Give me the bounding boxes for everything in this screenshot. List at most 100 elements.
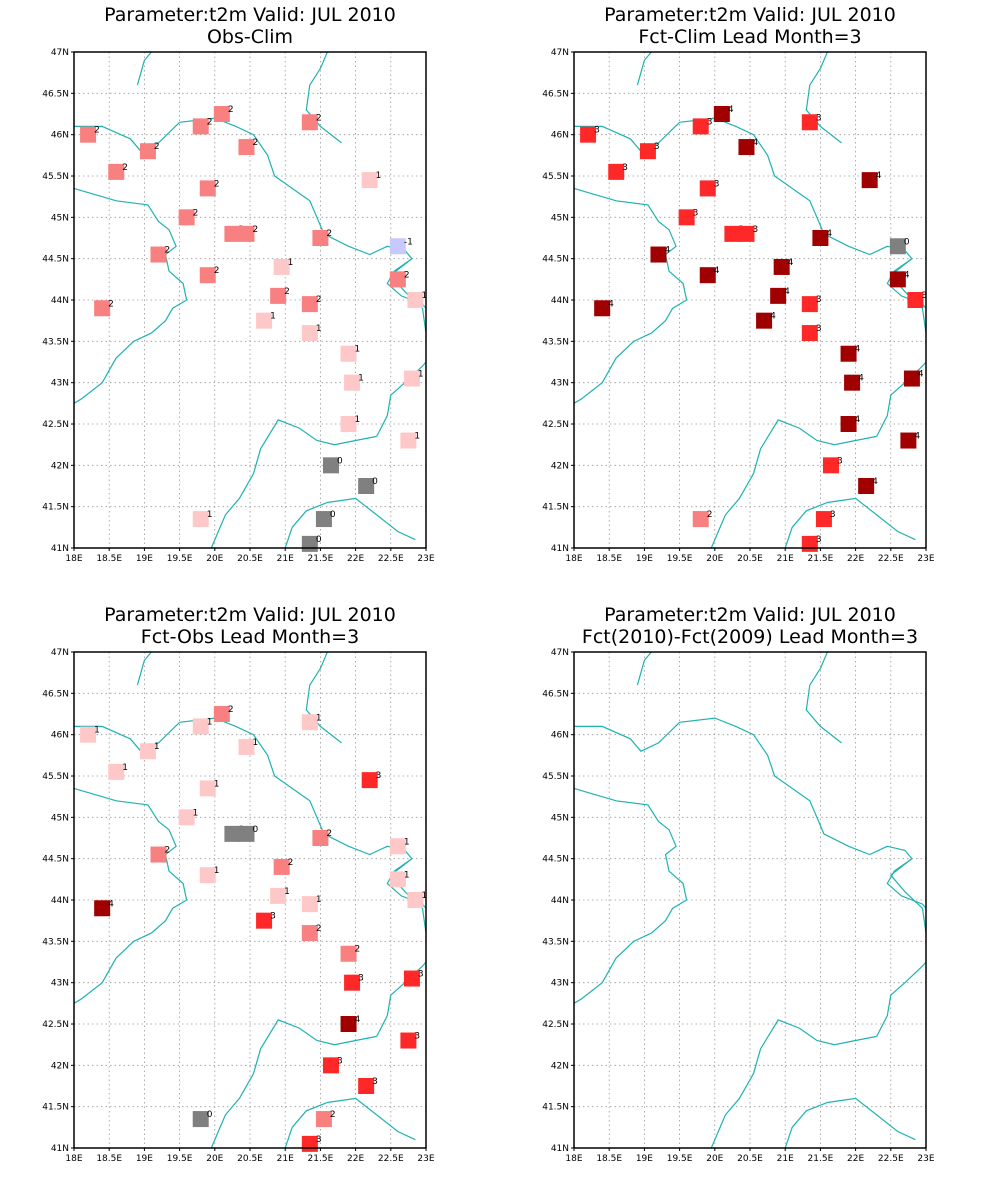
station-square	[389, 238, 406, 255]
station-square	[192, 118, 209, 135]
y-tick-label: 45.5N	[42, 172, 69, 182]
station-square	[907, 292, 924, 308]
station-square	[889, 238, 906, 255]
station-square	[80, 126, 97, 143]
x-tick-label: 19E	[636, 1154, 653, 1164]
panel-obs-clim: Parameter:t2m Valid: JUL 2010 Obs-Clim 2…	[42, 4, 435, 564]
station-value-label: 3	[358, 974, 364, 984]
station-square	[580, 126, 597, 143]
station-square	[192, 718, 209, 735]
y-tick-label: 41N	[51, 1144, 69, 1154]
station-value-label: 4	[784, 287, 790, 297]
station-square	[840, 345, 857, 362]
x-tick-label: 20E	[706, 1154, 723, 1164]
y-tick-label: 47N	[51, 48, 69, 58]
x-axis-ticks: 18E 18.5E 19E 19.5E 20E 20.5E 21E 21.5E 22E 22.5E…	[565, 548, 935, 564]
x-tick-label: 21.5E	[808, 554, 834, 564]
grid	[74, 52, 426, 548]
station-value-label: 1	[207, 717, 213, 727]
station-value-label: 2	[228, 105, 234, 115]
station-value-label: 1	[358, 374, 364, 384]
panel-title-line1: Parameter:t2m Valid: JUL 2010	[604, 604, 896, 626]
y-tick-label: 41.5N	[42, 1103, 69, 1113]
y-tick-label: 44N	[51, 296, 69, 306]
y-tick-label: 46N	[51, 131, 69, 141]
y-tick-label: 45N	[551, 813, 569, 823]
station-square	[400, 1032, 417, 1049]
x-tick-label: 20.5E	[237, 554, 263, 564]
x-tick-label: 21.5E	[308, 554, 334, 564]
station-square	[301, 714, 318, 731]
x-tick-label: 20E	[206, 554, 223, 564]
station-value-label: 4	[855, 415, 861, 425]
station-value-label: 2	[228, 705, 234, 715]
station-square	[199, 867, 216, 884]
station-value-label: 1	[316, 713, 322, 723]
station-square	[738, 139, 755, 156]
y-tick-label: 43.5N	[542, 337, 569, 347]
y-tick-label: 44.5N	[542, 855, 569, 865]
x-tick-label: 22E	[847, 1154, 864, 1164]
station-value-label: 3	[418, 970, 424, 980]
station-value-label: 4	[914, 432, 920, 442]
y-tick-label: 43N	[551, 979, 569, 989]
y-tick-label: 47N	[551, 648, 569, 658]
station-square	[322, 457, 339, 474]
station-value-label: 2	[316, 295, 322, 305]
station-value-label: 2	[404, 270, 410, 280]
station-value-label: 3	[816, 324, 822, 334]
y-tick-label: 45.5N	[42, 772, 69, 782]
station-value-label: 1	[214, 779, 220, 789]
station-square	[312, 830, 329, 846]
x-tick-label: 19.5E	[167, 554, 193, 564]
station-square	[608, 163, 625, 180]
station-value-label: 4	[664, 246, 670, 256]
y-tick-label: 43.5N	[42, 337, 69, 347]
y-tick-label: 42.5N	[42, 420, 69, 430]
x-tick-label: 22E	[847, 554, 864, 564]
station-value-label: 4	[826, 229, 832, 239]
coastline-segment	[305, 51, 342, 144]
station-square	[108, 163, 125, 180]
panel-title-line2: Fct-Clim Lead Month=3	[638, 26, 861, 48]
station-square	[699, 267, 716, 284]
x-tick-label: 21E	[777, 1154, 794, 1164]
x-tick-label: 21E	[277, 1154, 294, 1164]
station-square	[224, 825, 241, 842]
station-square	[224, 225, 241, 242]
station-value-label: 3	[337, 1056, 343, 1066]
station-square	[150, 246, 167, 263]
y-tick-label: 46.5N	[42, 689, 69, 699]
y-tick-label: 42N	[51, 1061, 69, 1071]
station-value-label: 3	[316, 1135, 322, 1145]
station-square	[301, 925, 318, 942]
station-value-label: 3	[693, 208, 699, 218]
station-value-label: 2	[326, 229, 332, 239]
station-markers: 1121111131002122111114322334333023	[80, 705, 427, 1152]
station-square	[389, 271, 406, 288]
station-value-label: 1	[193, 808, 199, 818]
station-value-label: 4	[918, 370, 924, 380]
station-value-label: 2	[326, 829, 332, 839]
station-square	[801, 325, 818, 342]
coastline-segment	[73, 787, 188, 1004]
station-square	[801, 114, 818, 131]
y-tick-label: 42N	[551, 1061, 569, 1071]
coastline-segment	[636, 651, 652, 686]
x-axis-ticks: 18E 18.5E 19E 19.5E 20E 20.5E 21E 21.5E 22E 22.5E…	[65, 548, 435, 564]
station-value-label: 0	[904, 237, 910, 247]
station-value-label: 2	[94, 126, 100, 136]
x-tick-label: 22.5E	[378, 554, 404, 564]
coastline-segment	[784, 497, 916, 549]
station-value-label: 1	[414, 432, 420, 442]
station-square	[594, 300, 611, 317]
x-tick-label: 23E	[917, 554, 934, 564]
y-tick-label: 42.5N	[42, 1020, 69, 1030]
coastline-segment	[376, 961, 427, 1037]
coastline-segment	[573, 787, 688, 1004]
y-tick-label: 43N	[51, 979, 69, 989]
station-square	[340, 945, 357, 962]
station-square	[724, 225, 741, 242]
station-square	[738, 225, 755, 242]
coastline-segment	[889, 258, 927, 334]
